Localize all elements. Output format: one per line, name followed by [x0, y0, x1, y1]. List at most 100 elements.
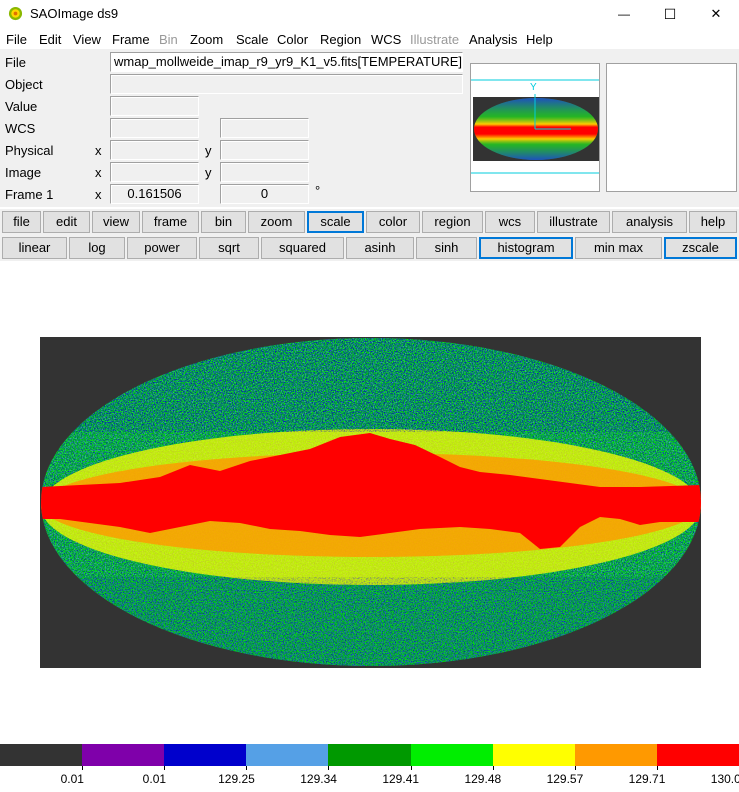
wcs-x-field	[110, 118, 199, 138]
button-file[interactable]: file	[2, 211, 41, 233]
window-title: SAOImage ds9	[30, 6, 119, 21]
scale-sinh-button[interactable]: sinh	[416, 237, 477, 259]
degree-symbol: °	[315, 183, 321, 198]
ds9-app-icon	[8, 6, 23, 21]
button-wcs[interactable]: wcs	[485, 211, 535, 233]
physical-y-label: y	[205, 143, 212, 158]
panner[interactable]: Y	[470, 63, 600, 192]
button-analysis[interactable]: analysis	[612, 211, 687, 233]
scale-minmax-button[interactable]: min max	[575, 237, 662, 259]
scale-histogram-button[interactable]: histogram	[479, 237, 573, 259]
colorbar-tick	[492, 766, 494, 770]
colorbar-label: 129.34	[300, 772, 337, 786]
button-edit[interactable]: edit	[43, 211, 90, 233]
menu-analysis[interactable]: Analysis	[469, 32, 518, 47]
colorbar-label: 129.25	[218, 772, 255, 786]
physical-x-label: x	[95, 143, 102, 158]
wcs-y-field	[220, 118, 309, 138]
colorbar-tick	[410, 766, 412, 770]
colorbar-label: 129.41	[382, 772, 420, 786]
object-label: Object	[5, 77, 43, 92]
file-name-field: wmap_mollweide_imap_r9_yr9_K1_v5.fits[TE…	[110, 52, 463, 72]
colorbar-segment	[164, 744, 247, 766]
button-zoom[interactable]: zoom	[248, 211, 305, 233]
button-bin[interactable]: bin	[201, 211, 246, 233]
scale-linear-button[interactable]: linear	[2, 237, 67, 259]
physical-y-field	[220, 140, 309, 160]
menu-view[interactable]: View	[73, 32, 101, 47]
button-region[interactable]: region	[422, 211, 483, 233]
colorbar-label: 129.48	[464, 772, 502, 786]
frame-angle-field: 0	[220, 184, 309, 204]
scale-button-bar: linear log power sqrt squared asinh sinh…	[0, 235, 739, 261]
scale-sqrt-button[interactable]: sqrt	[199, 237, 259, 259]
scale-squared-button[interactable]: squared	[261, 237, 344, 259]
wcs-label: WCS	[5, 121, 36, 136]
menu-file[interactable]: File	[6, 32, 27, 47]
sky-map-frame[interactable]	[40, 337, 701, 668]
value-field	[110, 96, 199, 116]
button-scale[interactable]: scale	[307, 211, 364, 233]
colorbar-segment	[492, 744, 576, 766]
maximize-button[interactable]: ☐	[647, 0, 693, 28]
galactic-plane-red	[41, 433, 701, 549]
button-view[interactable]: view	[92, 211, 140, 233]
scale-power-button[interactable]: power	[127, 237, 197, 259]
image-x-field	[110, 162, 199, 182]
panner-view	[471, 79, 599, 174]
colorbar-tick	[82, 766, 84, 770]
menu-frame[interactable]: Frame	[112, 32, 150, 47]
colorbar-label: 0.01	[60, 772, 84, 786]
magnifier	[606, 63, 737, 192]
menu-region[interactable]: Region	[320, 32, 362, 47]
button-illustrate[interactable]: illustrate	[537, 211, 610, 233]
colorbar-tick	[246, 766, 248, 770]
physical-x-field	[110, 140, 199, 160]
menu-wcs[interactable]: WCS	[371, 32, 402, 47]
scale-asinh-button[interactable]: asinh	[346, 237, 414, 259]
image-x-label: x	[95, 165, 102, 180]
button-color[interactable]: color	[366, 211, 420, 233]
menu-help[interactable]: Help	[526, 32, 553, 47]
title-bar: SAOImage ds9 — ☐ ✕	[0, 0, 739, 28]
colorbar-label: 129.71	[628, 772, 666, 786]
colorbar-tick	[574, 766, 576, 770]
menu-edit[interactable]: Edit	[39, 32, 62, 47]
colorbar-label: 129.57	[546, 772, 584, 786]
physical-label: Physical	[5, 143, 54, 158]
image-y-field	[220, 162, 309, 182]
menu-bin[interactable]: Bin	[159, 32, 178, 47]
menu-zoom[interactable]: Zoom	[190, 32, 224, 47]
close-icon: ✕	[710, 6, 722, 21]
colorbar-segment	[410, 744, 494, 766]
image-label: Image	[5, 165, 42, 180]
colorbar-label: 0.01	[142, 772, 167, 786]
mollweide-sky-map	[40, 337, 701, 668]
colorbar-tick	[328, 766, 330, 770]
button-help[interactable]: help	[689, 211, 737, 233]
colorbar-segment	[82, 744, 165, 766]
value-label: Value	[5, 99, 38, 114]
scale-log-button[interactable]: log	[69, 237, 125, 259]
menu-bar: File Edit View Frame Bin Zoom Scale Colo…	[0, 29, 739, 49]
frame-x-label: x	[95, 187, 102, 202]
colorbar[interactable]	[0, 744, 739, 766]
menu-scale[interactable]: Scale	[236, 32, 269, 47]
colorbar-segment	[574, 744, 658, 766]
scale-zscale-button[interactable]: zscale	[664, 237, 737, 259]
button-frame[interactable]: frame	[142, 211, 199, 233]
menu-color[interactable]: Color	[277, 32, 309, 47]
colorbar-tick	[164, 766, 166, 770]
minimize-button[interactable]: —	[601, 0, 647, 28]
colorbar-segment	[0, 744, 83, 766]
frame-zoom-field: 0.161506	[110, 184, 199, 204]
minimize-icon: —	[618, 7, 630, 21]
close-button[interactable]: ✕	[693, 0, 739, 28]
colorbar-segment	[328, 744, 412, 766]
menu-illustrate[interactable]: Illustrate	[410, 32, 460, 47]
panner-compass-y-label: Y	[530, 82, 537, 93]
maximize-icon: ☐	[663, 5, 677, 22]
colorbar-segment	[246, 744, 329, 766]
colorbar-tick	[656, 766, 658, 770]
object-field	[110, 74, 463, 94]
